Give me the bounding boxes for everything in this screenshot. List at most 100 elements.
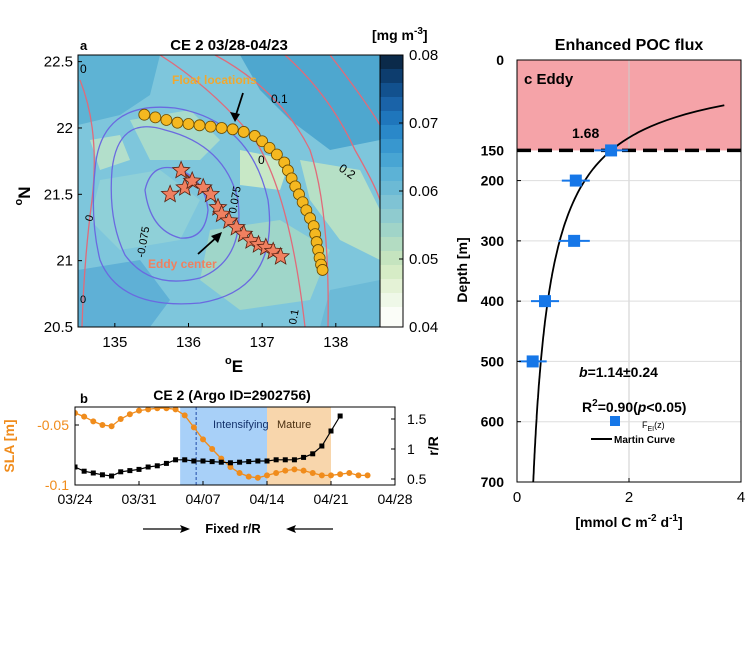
x-tick-label: 2	[625, 489, 633, 506]
y-tick-label: 0	[496, 52, 504, 68]
y-tick-label: 700	[481, 474, 505, 490]
rr-point	[218, 459, 224, 465]
rr-point	[154, 463, 160, 469]
contour-label: 0	[258, 153, 265, 167]
flux-point	[539, 295, 551, 308]
colorbar-swatch	[380, 237, 403, 251]
y-tick-label: 21	[56, 253, 73, 270]
float-location-point	[193, 119, 206, 132]
x-tick-label: 136	[176, 334, 201, 351]
panel-a-axes: 135 136 137 138 20.5 21 21.5 22 22.5	[44, 54, 349, 351]
colorbar-swatch	[380, 195, 403, 209]
contours	[79, 55, 380, 327]
float-locations-label: Float locations	[172, 73, 257, 87]
x-tick-label: 135	[102, 334, 127, 351]
rr-point	[319, 443, 325, 449]
x-tick-label: 0	[513, 489, 521, 506]
panel-c-xlabel: [mmol C m-2 d-1]	[575, 513, 682, 530]
colorbar-swatch	[380, 279, 403, 293]
sla-point	[309, 470, 316, 476]
sla-point	[273, 470, 280, 476]
sla-point	[355, 472, 362, 479]
rr-point	[127, 468, 133, 474]
sla-point	[328, 472, 334, 479]
x-tick-label: 04/28	[377, 491, 412, 507]
rr-point	[227, 460, 233, 466]
colorbar-swatch	[380, 307, 403, 327]
colorbar-swatch	[380, 181, 403, 195]
flux-point	[526, 355, 539, 368]
sla-point	[227, 464, 234, 470]
eddy-center-point	[171, 160, 191, 179]
rr-point	[75, 464, 78, 470]
panel-c-series	[517, 104, 741, 482]
sla-point	[300, 467, 307, 474]
y-tick-label-left: -0.1	[45, 477, 69, 493]
rr-point	[145, 464, 151, 470]
panel-b-phases	[180, 407, 331, 485]
colorbar-swatch	[380, 251, 403, 265]
sla-point	[181, 412, 188, 419]
float-location-point	[270, 148, 283, 161]
contour-line	[284, 55, 380, 201]
rr-point	[81, 468, 87, 474]
y-tick-label: 300	[481, 233, 505, 249]
eddy-center-point	[160, 184, 180, 203]
rr-point	[109, 473, 115, 479]
panel-c-title: Enhanced POC flux	[555, 37, 704, 54]
rr-point	[264, 458, 270, 464]
x-tick-label: 03/31	[121, 491, 156, 507]
legend-marker-label: FEI(z)	[642, 420, 665, 433]
contour-label: 0.1	[287, 308, 301, 325]
sla-point	[337, 471, 344, 478]
fixed-rr-label: Fixed r/R	[205, 521, 261, 536]
sla-point	[108, 423, 115, 430]
sla-point	[154, 407, 161, 412]
panel-c-label: c Eddy	[524, 71, 574, 88]
phase-intensifying-label: Intensifying	[213, 419, 269, 431]
legend-line-label: Martin Curve	[614, 435, 676, 446]
sla-point	[200, 436, 206, 443]
y-tick-label-right: 1	[407, 441, 415, 457]
float-location-point	[182, 118, 195, 130]
rr-point	[191, 458, 197, 464]
colorbar	[379, 54, 404, 328]
rr-point	[273, 457, 279, 463]
contour-label: 0	[80, 62, 87, 76]
sla-point	[254, 474, 261, 481]
y-tick-label-right: 1.5	[407, 411, 427, 427]
x-tick-label: 04/14	[249, 491, 284, 507]
y-tick-label: 400	[481, 293, 505, 309]
sla-point	[364, 472, 371, 479]
colorbar-swatch	[380, 209, 403, 223]
sla-point	[291, 466, 298, 473]
sla-point	[346, 470, 353, 476]
rr-point	[163, 460, 169, 466]
float-location-point	[215, 122, 228, 134]
x-tick-label: 04/21	[313, 491, 348, 507]
contour-label: 0.1	[271, 92, 288, 106]
sla-point	[236, 470, 243, 476]
eddy-center-point	[200, 184, 221, 203]
sla-point	[264, 472, 270, 479]
contour-label: 0.075	[227, 185, 244, 214]
panel-b-series	[75, 407, 371, 481]
rr-point	[99, 472, 105, 478]
contour-line	[92, 106, 271, 305]
x-tick-label: 4	[737, 489, 745, 506]
rr-point	[282, 457, 288, 463]
rr-point	[301, 454, 307, 460]
colorbar-tick-label: 0.08	[409, 47, 438, 64]
fixed-arrow-left-head	[180, 525, 190, 533]
colorbar-swatch	[380, 55, 403, 69]
float-location-point	[263, 141, 276, 154]
y-tick-label: 22	[56, 120, 73, 137]
eddy-arrow-head	[211, 232, 222, 243]
y-tick-label: 21.5	[44, 186, 73, 203]
panel-a-label: a	[80, 38, 88, 53]
rr-point	[246, 459, 252, 465]
sla-point	[136, 407, 142, 414]
contour-line	[79, 79, 95, 327]
float-location-point	[149, 111, 162, 124]
rr-point	[237, 459, 243, 465]
